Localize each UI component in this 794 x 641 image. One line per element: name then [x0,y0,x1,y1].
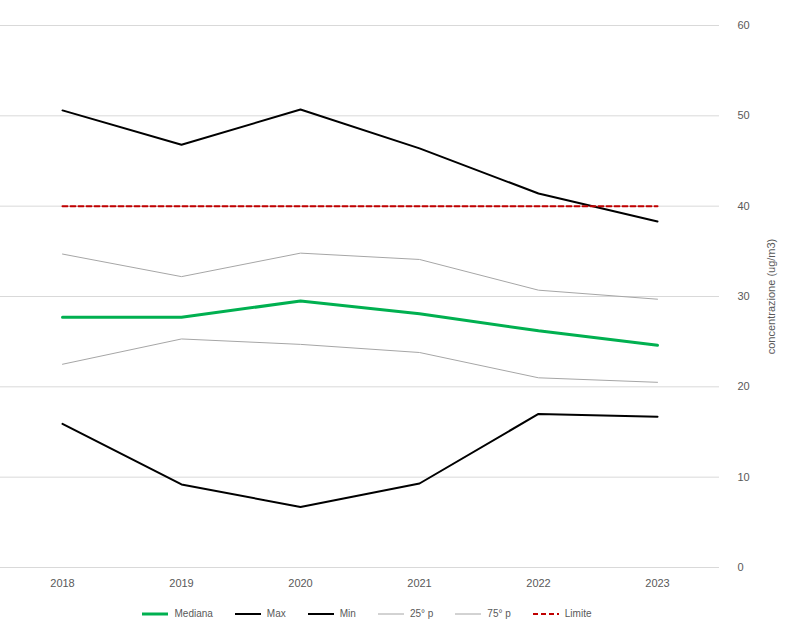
html-text:75° p: 75° p [487,608,511,619]
svg-text:20: 20 [738,380,750,392]
html-text:Limite: Limite [564,608,592,619]
svg-text:2022: 2022 [526,577,550,589]
svg-text:0: 0 [738,561,744,573]
svg-text:2023: 2023 [645,577,669,589]
svg-text:30: 30 [738,290,750,302]
svg-text:50: 50 [738,109,750,121]
svg-text:60: 60 [738,19,750,31]
svg-text:2021: 2021 [407,577,431,589]
svg-text:2018: 2018 [50,577,74,589]
html-text:25° p: 25° p [409,608,434,619]
html-text:Max: Max [266,608,286,619]
svg-text:2019: 2019 [169,577,193,589]
html-text:Min: Min [339,608,356,619]
svg-text:concentrazione (ug/m3): concentrazione (ug/m3) [765,239,777,355]
svg-text:2020: 2020 [288,577,312,589]
svg-text:40: 40 [738,200,750,212]
svg-text:10: 10 [738,471,750,483]
html-text:Mediana: Mediana [174,608,213,619]
